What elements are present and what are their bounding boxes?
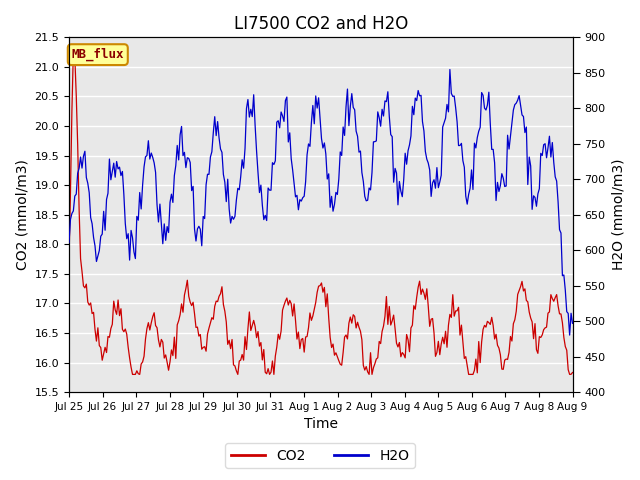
Y-axis label: CO2 (mmol/m3): CO2 (mmol/m3) (15, 159, 29, 270)
X-axis label: Time: Time (304, 418, 338, 432)
Legend: CO2, H2O: CO2, H2O (225, 443, 415, 468)
Text: MB_flux: MB_flux (72, 48, 124, 61)
Title: LI7500 CO2 and H2O: LI7500 CO2 and H2O (234, 15, 408, 33)
Y-axis label: H2O (mmol/m3): H2O (mmol/m3) (611, 159, 625, 270)
